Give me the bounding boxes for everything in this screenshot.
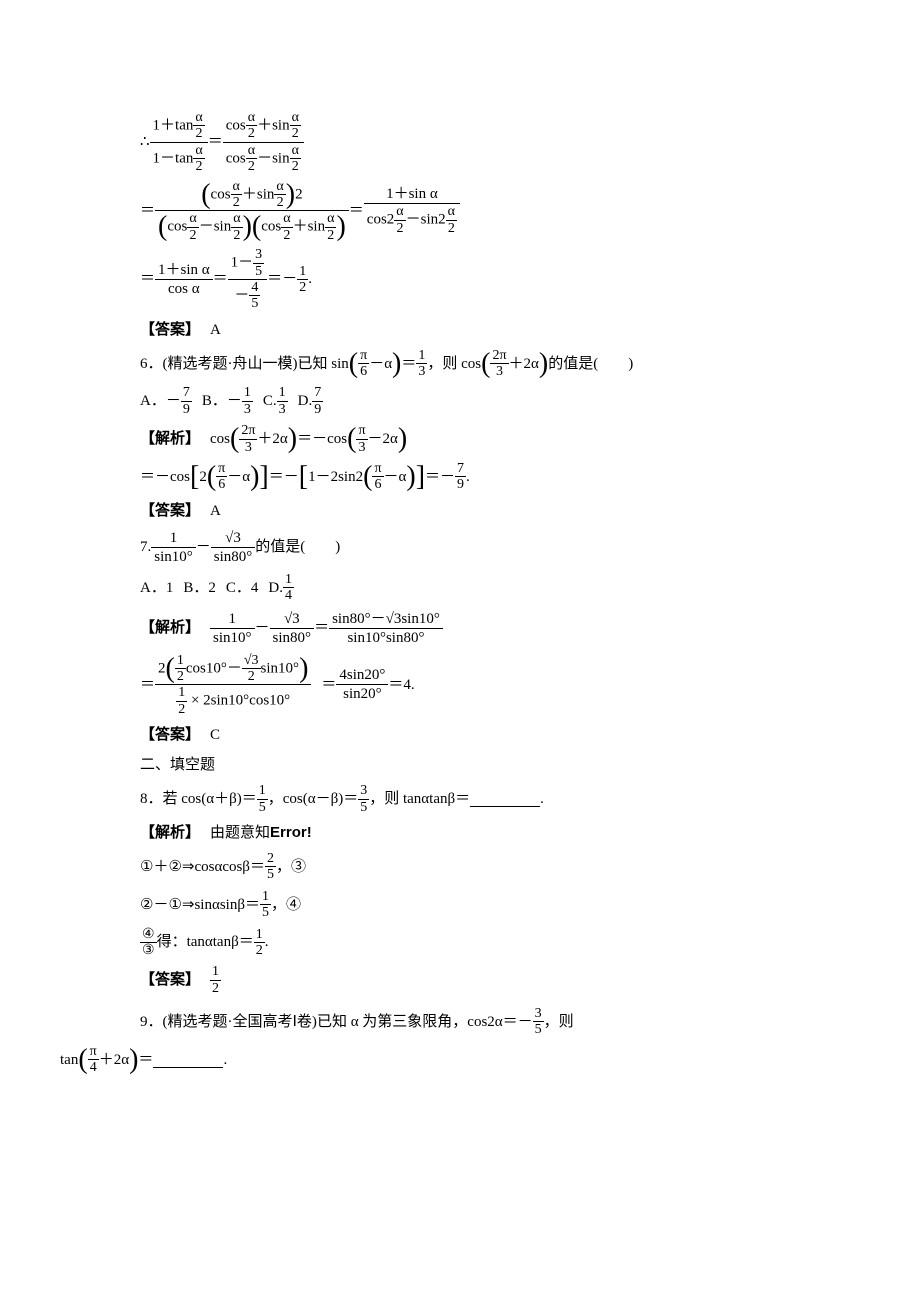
neg-half: 12 [297,264,308,296]
q5-answer-row: 【答案】 A [140,318,920,342]
deriv-line-3: ＝ 1＋sin α cos α ＝ 1－35 －45 ＝ －12. [140,247,920,312]
q7-big-frac: 2(12cos10°－√32sin10°) 12 × 2sin10°cos10° [155,653,311,718]
q6-stem: 6． (精选考题·舟山一模) 已知 sin (π6－α) ＝ 13 ，则 cos… [140,348,920,380]
q8-line-3: ②－①⇒sinαsinβ＝ 15 ，④ [140,889,920,921]
q7-stem: 7. 1sin10° － √3sin80° 的值是( ) [140,529,920,566]
q6-options: A．－79 B．－13 C.13 D.79 [140,385,920,417]
q6-analysis-2: ＝－cos [2(π6－α)] ＝－ [1－2sin2(π6－α)] ＝－ 79… [140,461,920,493]
numeric-frac: 1－35 －45 [228,247,268,312]
q6-analysis-1: 【解析】 cos (2π3＋2α) ＝－cos (π3－2α) [140,423,920,455]
therefore: ∴ [140,130,150,154]
q7-analysis-2: ＝ 2(12cos10°－√32sin10°) 12 × 2sin10°cos1… [140,653,920,718]
fill-blank [470,791,540,807]
q7-answer-row: 【答案】 C [140,723,920,747]
section-2-heading: 二、填空题 [140,753,920,777]
q8-line-2: ①＋②⇒cosαcosβ＝ 25 ，③ [140,851,920,883]
q8-line-4: ④③ 得：tanαtanβ＝ 12. [140,927,920,959]
q8-answer-row: 【答案】 12 [140,964,920,996]
rhs-big-frac: cosα2＋sinα2 cosα2－sinα2 [223,110,304,175]
lhs-big-frac: 1＋tanα2 1－tanα2 [150,110,208,175]
error-text: Error! [270,821,312,845]
q7-analysis-1: 【解析】 1sin10° － √3sin80° ＝ sin80°－√3sin10… [140,610,920,647]
answer-label: 【答案】 [140,318,200,342]
fill-blank [153,1052,223,1068]
sin-over-cos: 1＋sin α cos α [155,261,213,298]
q9-stem-1: 9． (精选考题·全国高考Ⅰ卷) 已知 α 为第三象限角，cos2α＝－ 35 … [140,1006,920,1038]
q8-stem: 8． 若 cos(α＋β)＝ 15 ，cos(α－β)＝ 35 ，则 tanαt… [140,783,920,815]
q7-options: A．1 B．2 C．4 D.14 [140,572,920,604]
result-frac-1: 1＋sin α cos2α2－sin2α2 [364,185,460,236]
derivation-top: ∴ 1＋tanα2 1－tanα2 ＝ cosα2＋sinα2 cosα2－si… [140,110,920,312]
deriv-line-2: ＝ (cosα2＋sinα2)2 (cosα2－sinα2)(cosα2＋sin… [140,179,920,244]
q8-analysis-lead: 【解析】 由题意知 Error! [140,821,920,845]
q9-stem-2: tan (π4＋2α) ＝ . [60,1044,920,1076]
deriv-line-1: ∴ 1＋tanα2 1－tanα2 ＝ cosα2＋sinα2 cosα2－si… [140,110,920,175]
q5-answer: A [210,318,221,342]
q6-answer-row: 【答案】 A [140,499,920,523]
squared-frac: (cosα2＋sinα2)2 (cosα2－sinα2)(cosα2＋sinα2… [155,179,349,244]
